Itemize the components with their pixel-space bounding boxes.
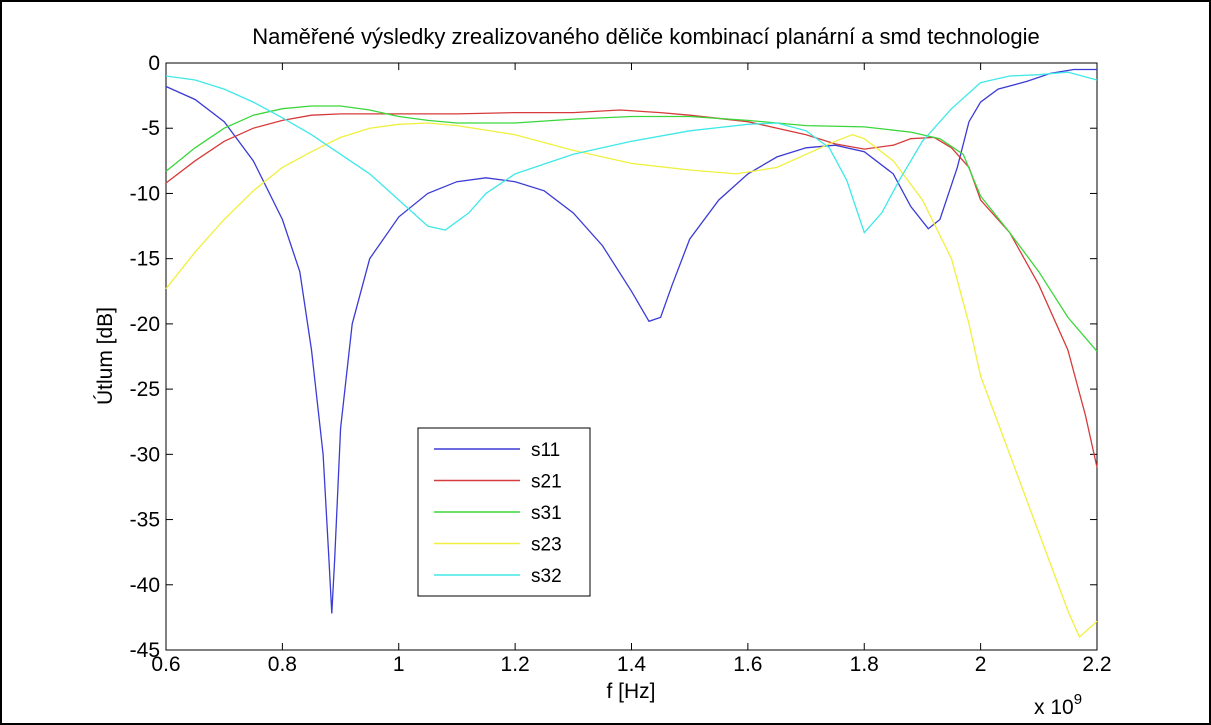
x-exponent-label: x 109 (1034, 691, 1082, 719)
x-axis-label: f [Hz] (606, 680, 655, 703)
y-tick-label: 0 (148, 52, 160, 75)
x-axis: 0.6 0.8 1 1.2 1.4 1.6 1.8 2 2.2 (151, 63, 1112, 676)
legend-label-s23: s23 (531, 535, 562, 556)
y-tick-label: -35 (130, 509, 160, 532)
y-tick-label: -15 (130, 248, 160, 271)
y-tick-label: -20 (130, 313, 160, 336)
series-line-s32 (165, 71, 1098, 234)
legend-label-s11: s11 (531, 440, 560, 461)
x-tick-label: 1.2 (501, 653, 530, 676)
y-tick-label: -5 (141, 117, 160, 140)
legend-label-s32: s32 (531, 566, 562, 587)
x-tick-label: 1 (393, 653, 405, 676)
x-tick-label: 1.8 (850, 653, 879, 676)
legend-label-s21: s21 (531, 472, 562, 493)
legend-label-s31: s31 (531, 503, 562, 524)
y-axis: 0 -5 -10 -15 -20 -25 -30 -35 -40 -45 (130, 52, 1097, 662)
y-tick-label: -30 (130, 443, 160, 466)
legend: s11 s21 s31 s23 s32 (417, 427, 591, 597)
x-tick-label: 2 (975, 653, 987, 676)
x-tick-label: 1.4 (617, 653, 647, 676)
y-axis-label: Útlum [dB] (94, 307, 117, 405)
y-tick-label: -40 (130, 574, 160, 597)
plot-area (165, 62, 1098, 651)
series-line-s21 (165, 109, 1098, 468)
y-tick-label: -10 (130, 182, 160, 205)
x-tick-label: 1.6 (733, 653, 762, 676)
x-tick-label: 2.2 (1082, 653, 1111, 676)
x-tick-label: 0.8 (268, 653, 297, 676)
x-tick-label: 0.6 (151, 653, 180, 676)
series-line-s11 (165, 68, 1097, 614)
y-tick-label: -45 (130, 639, 160, 662)
series-line-s31 (165, 105, 1098, 352)
chart-title: Naměřené výsledky zrealizovaného děliče … (252, 24, 1040, 49)
series-line-s23 (165, 122, 1098, 639)
y-tick-label: -25 (130, 378, 160, 401)
series-lines (165, 68, 1098, 639)
